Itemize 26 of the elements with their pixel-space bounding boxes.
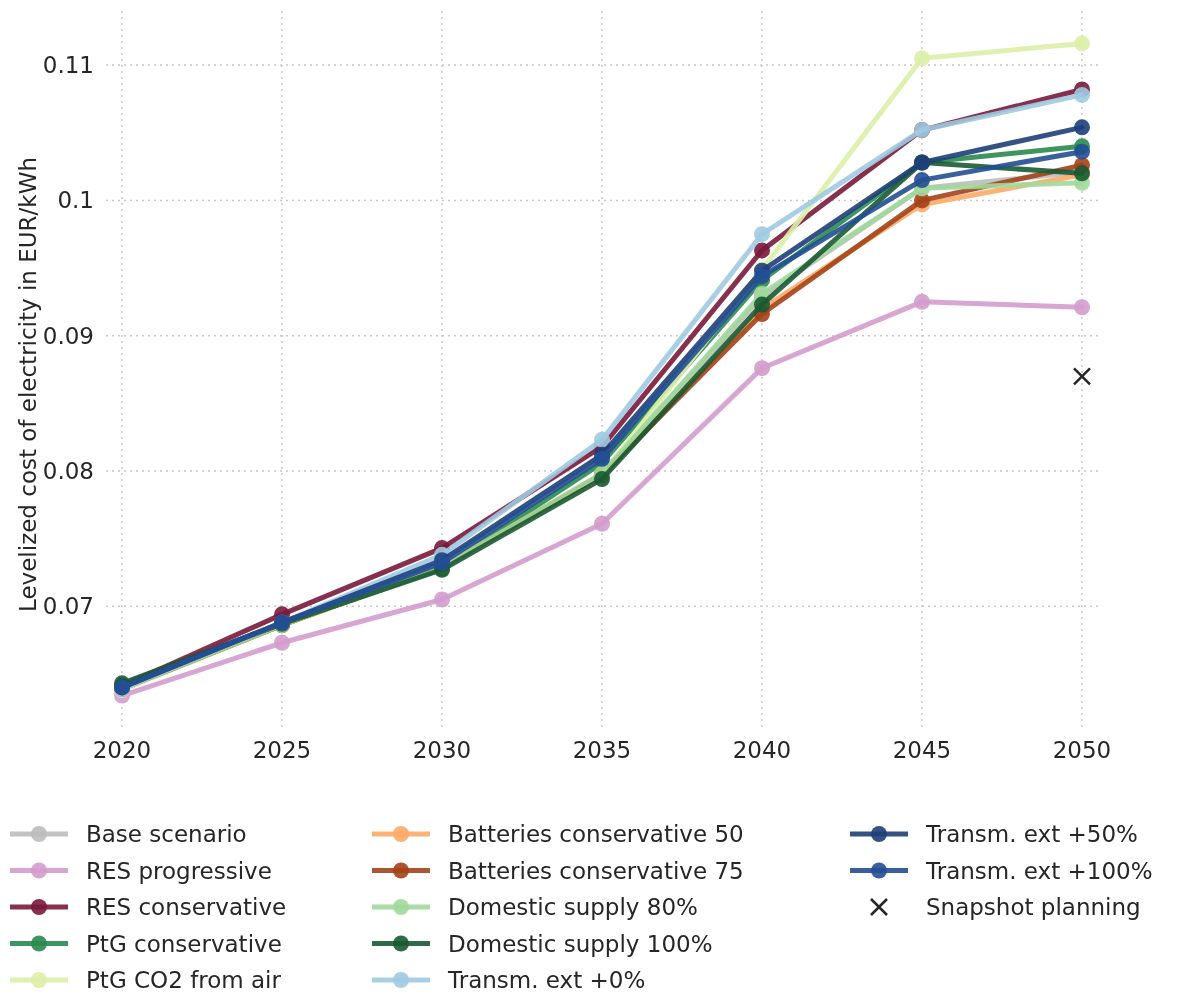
legend-label: Snapshot planning	[926, 894, 1141, 921]
x-tick-label: 2040	[732, 737, 792, 763]
x-tick-label: 2045	[892, 737, 952, 763]
x-tick-label: 2020	[92, 737, 152, 763]
legend-label: Transm. ext +50%	[925, 821, 1138, 848]
x-tick-label: 2025	[252, 737, 312, 763]
y-axis-title: Levelized cost of electricity in EUR/kWh	[15, 157, 41, 612]
legend-label: RES conservative	[86, 894, 287, 921]
legend-label: Domestic supply 100%	[448, 930, 713, 957]
legend-label: PtG conservative	[86, 930, 282, 957]
y-tick-label: 0.09	[42, 322, 94, 349]
legend-label: Batteries conservative 50	[448, 821, 744, 848]
legend-label: RES progressive	[86, 857, 272, 884]
legend-label: PtG CO2 from air	[86, 967, 282, 994]
y-tick-label: 0.1	[57, 187, 94, 214]
legend-label: Transm. ext +0%	[447, 967, 646, 994]
y-tick-label: 0.11	[42, 52, 94, 79]
legend-label: Batteries conservative 75	[448, 857, 744, 884]
y-tick-label: 0.07	[42, 593, 94, 620]
x-tick-label: 2050	[1052, 737, 1112, 763]
y-tick-label: 0.08	[42, 458, 94, 485]
legend-label: Domestic supply 80%	[448, 894, 698, 921]
legend-label: Transm. ext +100%	[925, 857, 1153, 884]
x-tick-label: 2030	[412, 737, 472, 763]
legend-label: Base scenario	[86, 821, 247, 848]
x-tick-label: 2035	[572, 737, 632, 763]
